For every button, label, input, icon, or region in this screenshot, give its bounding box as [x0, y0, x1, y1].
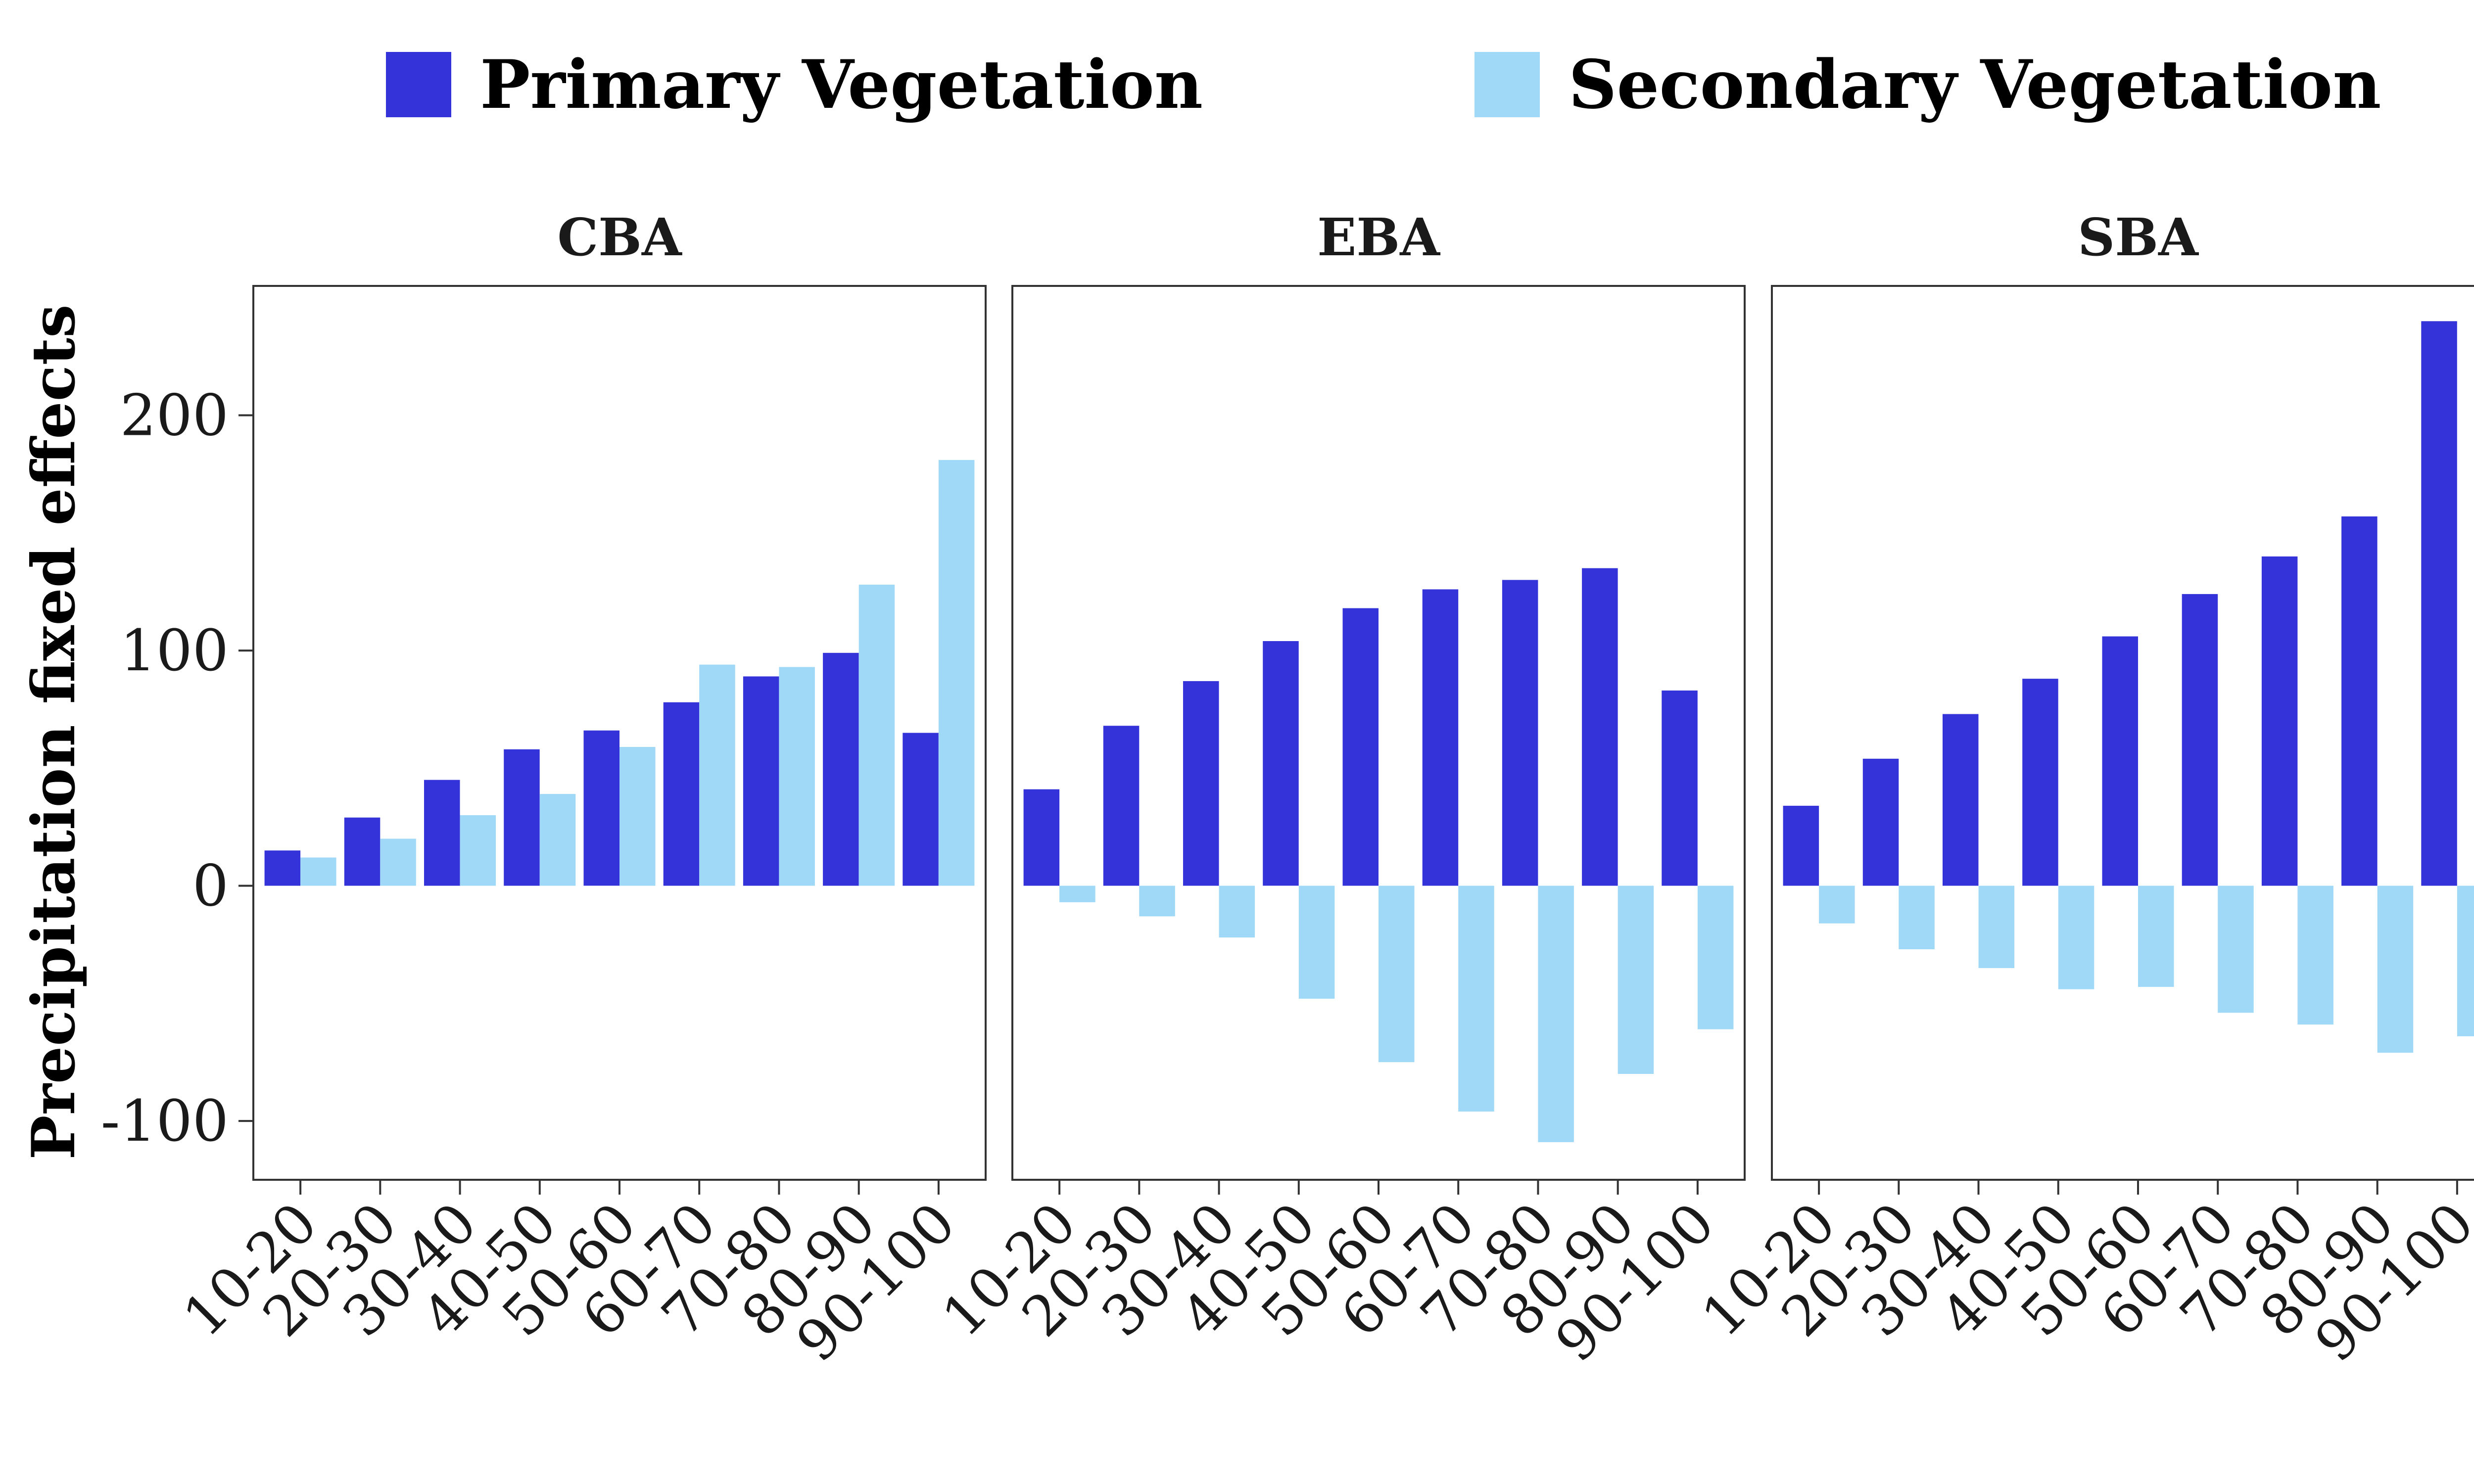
- bar-secondary-20-30: [380, 838, 416, 886]
- bar-primary-50-60: [583, 730, 619, 886]
- legend-swatch-primary: [386, 52, 451, 117]
- bar-secondary-80-90: [2377, 885, 2414, 1053]
- bar-secondary-70-80: [2297, 885, 2333, 1025]
- bar-primary-70-80: [2261, 556, 2298, 886]
- bar-primary-30-40: [1943, 714, 1979, 886]
- bar-secondary-20-30: [1899, 885, 1935, 949]
- panel-title: EBA: [1317, 207, 1440, 268]
- bar-secondary-80-90: [1618, 885, 1654, 1074]
- bar-primary-40-50: [504, 749, 540, 886]
- y-tick-label: 0: [192, 853, 229, 920]
- bar-secondary-90-100: [2457, 885, 2474, 1036]
- legend: Primary Vegetation Secondary Vegetation: [386, 45, 2381, 124]
- bar-primary-90-100: [1662, 690, 1698, 886]
- bar-primary-20-30: [344, 817, 381, 886]
- y-tick-label: 200: [120, 383, 229, 449]
- y-axis-label: Precipitation fixed effects: [19, 304, 89, 1159]
- bar-secondary-10-20: [1059, 885, 1095, 902]
- bar-secondary-90-100: [1697, 885, 1734, 1029]
- bar-secondary-60-70: [699, 664, 735, 886]
- bar-secondary-30-40: [1219, 885, 1255, 938]
- bar-secondary-50-60: [2138, 885, 2174, 987]
- bar-primary-80-90: [823, 652, 859, 886]
- bar-primary-50-60: [1342, 608, 1379, 886]
- bar-primary-70-80: [743, 676, 779, 886]
- panels: CBA10-2020-3030-4040-5050-6060-7070-8080…: [101, 207, 2474, 1374]
- bar-primary-60-70: [2182, 594, 2218, 886]
- bar-primary-10-20: [264, 850, 301, 886]
- bar-primary-10-20: [1023, 789, 1060, 886]
- bar-primary-30-40: [1183, 681, 1219, 886]
- y-tick-label: -100: [101, 1088, 229, 1155]
- bar-primary-80-90: [1582, 568, 1618, 886]
- panel-title: CBA: [557, 207, 682, 268]
- legend-swatch-secondary: [1475, 52, 1540, 117]
- bar-secondary-40-50: [2058, 885, 2094, 989]
- bar-primary-10-20: [1783, 805, 1819, 886]
- bar-secondary-30-40: [1978, 885, 2015, 968]
- bar-primary-50-60: [2102, 636, 2138, 886]
- y-tick-label: 100: [120, 618, 229, 684]
- bar-primary-20-30: [1103, 726, 1140, 886]
- bar-secondary-70-80: [1538, 885, 1574, 1142]
- bar-secondary-20-30: [1139, 885, 1175, 917]
- bar-secondary-50-60: [619, 747, 656, 886]
- bar-primary-70-80: [1502, 580, 1538, 886]
- bar-secondary-50-60: [1379, 885, 1415, 1063]
- panel-sba: SBA10-2020-3030-4040-5050-6060-7070-8080…: [1690, 207, 2474, 1374]
- bar-primary-90-100: [2421, 321, 2457, 886]
- bar-secondary-40-50: [539, 794, 576, 886]
- bar-primary-60-70: [1422, 589, 1459, 886]
- legend-label-secondary: Secondary Vegetation: [1569, 45, 2381, 124]
- bar-secondary-90-100: [938, 460, 975, 886]
- bar-primary-30-40: [424, 780, 460, 886]
- bar-primary-80-90: [2341, 516, 2378, 886]
- panel-cba: CBA10-2020-3030-4040-5050-6060-7070-8080…: [101, 207, 987, 1374]
- panel-title: SBA: [2078, 207, 2199, 268]
- panel-eba: EBA10-2020-3030-4040-5050-6060-7070-8080…: [930, 207, 1746, 1374]
- bar-primary-90-100: [903, 733, 939, 886]
- bar-primary-60-70: [663, 702, 700, 886]
- bar-secondary-30-40: [460, 815, 496, 886]
- bar-primary-20-30: [1862, 758, 1899, 886]
- bar-secondary-80-90: [858, 584, 895, 886]
- bar-primary-40-50: [1263, 641, 1299, 886]
- bar-primary-40-50: [2022, 679, 2058, 886]
- bar-secondary-10-20: [1819, 885, 1855, 924]
- bar-secondary-40-50: [1298, 885, 1335, 999]
- bar-secondary-10-20: [300, 857, 336, 886]
- legend-label-primary: Primary Vegetation: [480, 45, 1203, 124]
- bar-secondary-60-70: [1458, 885, 1494, 1112]
- bar-secondary-60-70: [2218, 885, 2254, 1013]
- bar-secondary-70-80: [779, 667, 815, 886]
